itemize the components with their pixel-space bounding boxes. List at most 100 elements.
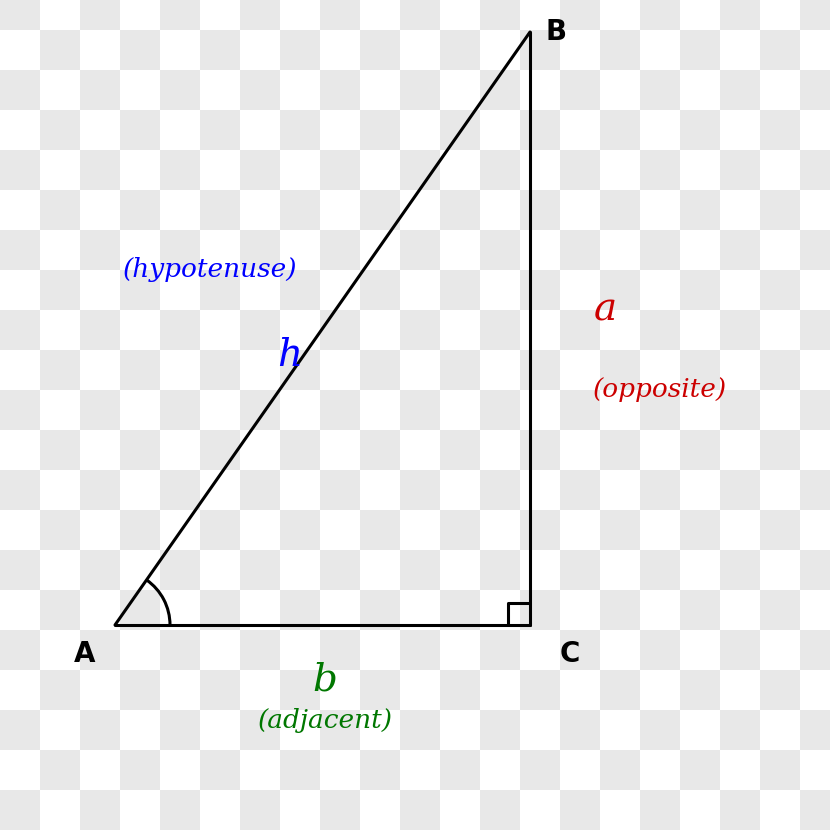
Bar xyxy=(200,190,240,230)
Bar xyxy=(0,230,40,270)
Bar xyxy=(440,70,480,110)
Bar xyxy=(520,70,560,110)
Bar xyxy=(760,230,800,270)
Bar xyxy=(640,110,680,150)
Bar xyxy=(600,310,640,350)
Bar xyxy=(720,550,760,590)
Bar xyxy=(240,350,280,390)
Bar xyxy=(520,750,560,790)
Bar xyxy=(600,230,640,270)
Bar xyxy=(520,670,560,710)
Text: B: B xyxy=(545,18,566,46)
Bar xyxy=(560,190,600,230)
Bar xyxy=(800,590,830,630)
Bar xyxy=(720,750,760,790)
Bar xyxy=(240,510,280,550)
Text: h: h xyxy=(277,336,302,374)
Bar xyxy=(440,190,480,230)
Bar xyxy=(320,110,360,150)
Bar xyxy=(400,590,440,630)
Bar xyxy=(560,710,600,750)
Bar xyxy=(480,190,520,230)
Bar xyxy=(760,0,800,30)
Bar xyxy=(400,150,440,190)
Bar xyxy=(720,270,760,310)
Bar xyxy=(360,670,400,710)
Bar xyxy=(680,150,720,190)
Bar xyxy=(280,750,320,790)
Bar xyxy=(40,790,80,830)
Bar xyxy=(560,590,600,630)
Bar xyxy=(40,710,80,750)
Bar xyxy=(680,670,720,710)
Bar xyxy=(680,750,720,790)
Bar xyxy=(360,110,400,150)
Bar xyxy=(800,550,830,590)
Bar xyxy=(760,510,800,550)
Bar xyxy=(320,670,360,710)
Bar xyxy=(120,750,160,790)
Bar xyxy=(760,430,800,470)
Bar xyxy=(80,470,120,510)
Bar xyxy=(360,590,400,630)
Bar xyxy=(120,150,160,190)
Bar xyxy=(320,390,360,430)
Bar xyxy=(680,230,720,270)
Text: (hypotenuse): (hypotenuse) xyxy=(123,257,297,282)
Bar xyxy=(520,270,560,310)
Bar xyxy=(400,270,440,310)
Bar xyxy=(80,0,120,30)
Bar xyxy=(80,270,120,310)
Bar xyxy=(0,750,40,790)
Bar xyxy=(40,350,80,390)
Bar xyxy=(760,350,800,390)
Bar xyxy=(480,110,520,150)
Bar xyxy=(640,710,680,750)
Bar xyxy=(360,630,400,670)
Bar xyxy=(400,550,440,590)
Bar xyxy=(520,790,560,830)
Bar xyxy=(320,270,360,310)
Bar xyxy=(320,750,360,790)
Bar xyxy=(600,790,640,830)
Bar xyxy=(240,750,280,790)
Bar xyxy=(640,230,680,270)
Bar xyxy=(720,150,760,190)
Bar xyxy=(600,150,640,190)
Bar xyxy=(720,630,760,670)
Bar xyxy=(680,590,720,630)
Bar xyxy=(320,30,360,70)
Bar xyxy=(40,270,80,310)
Bar xyxy=(720,670,760,710)
Bar xyxy=(240,470,280,510)
Bar xyxy=(280,470,320,510)
Bar xyxy=(640,510,680,550)
Bar xyxy=(800,430,830,470)
Bar xyxy=(360,310,400,350)
Bar xyxy=(360,190,400,230)
Bar xyxy=(360,790,400,830)
Bar xyxy=(40,750,80,790)
Bar xyxy=(40,190,80,230)
Bar xyxy=(640,430,680,470)
Bar xyxy=(680,190,720,230)
Bar xyxy=(360,470,400,510)
Bar xyxy=(560,350,600,390)
Bar xyxy=(640,70,680,110)
Bar xyxy=(560,390,600,430)
Bar xyxy=(280,630,320,670)
Bar xyxy=(240,670,280,710)
Bar xyxy=(0,310,40,350)
Bar xyxy=(720,510,760,550)
Bar xyxy=(160,270,200,310)
Bar xyxy=(760,190,800,230)
Bar xyxy=(600,430,640,470)
Bar xyxy=(160,230,200,270)
Bar xyxy=(720,190,760,230)
Bar xyxy=(0,630,40,670)
Bar xyxy=(680,710,720,750)
Bar xyxy=(680,270,720,310)
Bar xyxy=(480,430,520,470)
Bar xyxy=(440,750,480,790)
Bar xyxy=(320,0,360,30)
